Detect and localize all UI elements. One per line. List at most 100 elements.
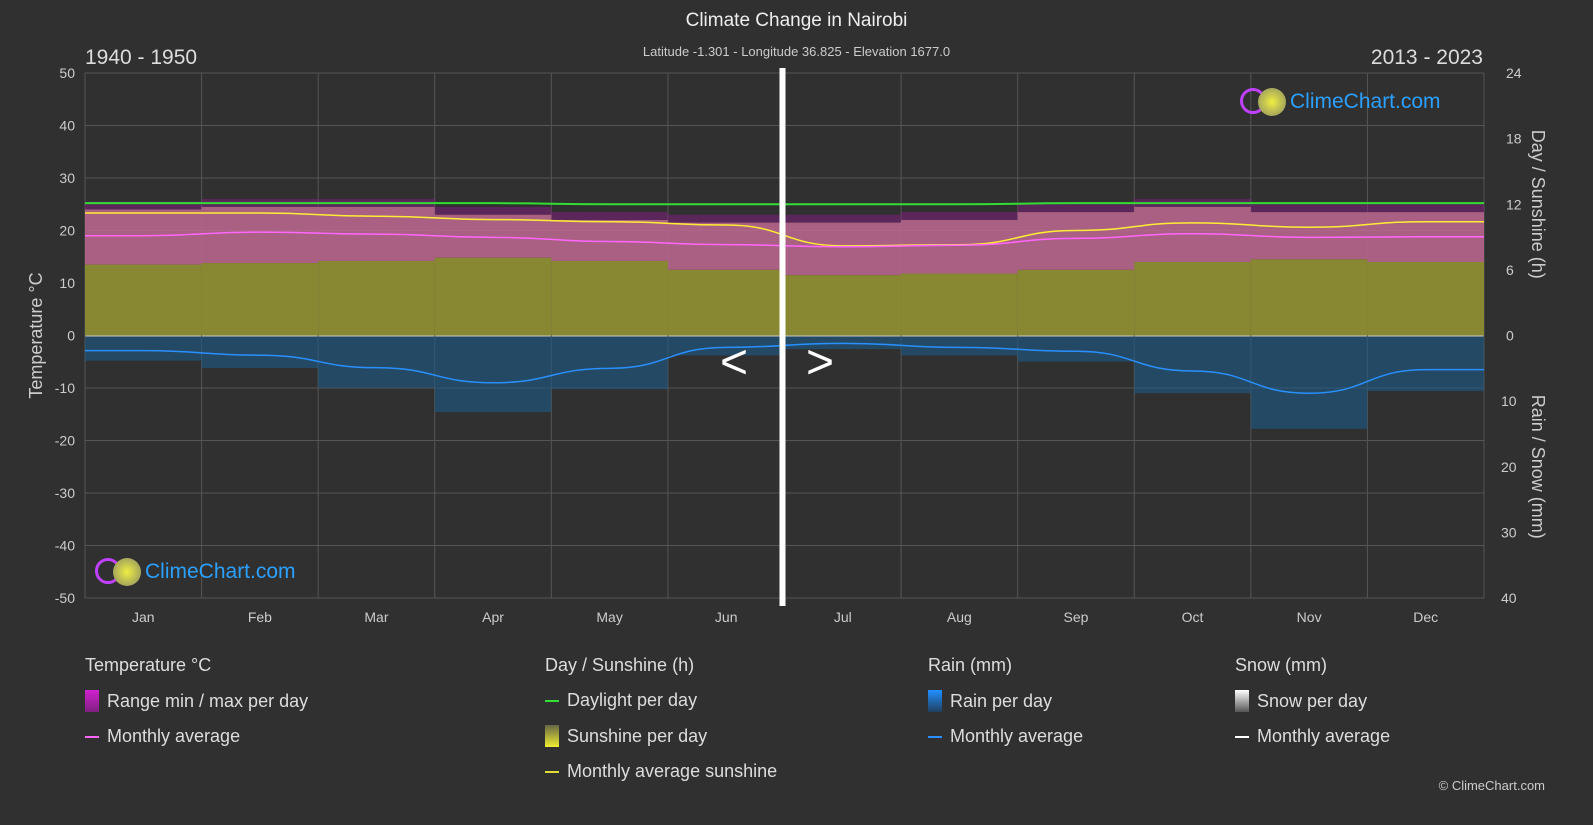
legend-temperature: Temperature °C Range min / max per day M… xyxy=(85,655,308,747)
temp-range-top-bar xyxy=(85,201,202,210)
temp-range-top-bar xyxy=(1017,204,1135,213)
sunshine-bar xyxy=(1367,262,1484,336)
sunshine-bar xyxy=(667,269,785,336)
rain-bar xyxy=(1134,336,1251,394)
sunshine-bar xyxy=(1017,269,1135,336)
legend-label: Daylight per day xyxy=(567,690,698,710)
y-tick-label: 0 xyxy=(67,328,75,344)
legend-item: Monthly average xyxy=(1235,726,1390,747)
y-tick-label: -10 xyxy=(55,380,75,396)
temp-range-bar xyxy=(1017,212,1135,270)
temp-range-top-bar xyxy=(784,214,902,223)
y-tick-label: 10 xyxy=(59,275,75,291)
x-tick-label: Jun xyxy=(715,609,738,625)
next-arrow[interactable]: > xyxy=(806,336,835,389)
sunshine-bar xyxy=(201,263,319,336)
legend-item: Monthly average xyxy=(85,726,308,747)
legend-label: Monthly average sunshine xyxy=(567,761,778,781)
temp-range-bar xyxy=(201,206,319,264)
legend-title: Rain (mm) xyxy=(928,655,1012,675)
logo-text: ClimeChart.com xyxy=(1290,90,1441,113)
legend-title: Temperature °C xyxy=(85,655,212,675)
legend-label: Monthly average xyxy=(1257,726,1391,746)
rain-avg-line xyxy=(85,342,1484,395)
y2-axis-label: Day / Sunshine (h) xyxy=(1528,130,1548,279)
line-swatch-icon xyxy=(545,699,559,702)
x-tick-label: Apr xyxy=(482,609,504,625)
x-tick-label: May xyxy=(596,609,622,625)
y-tick-label: -50 xyxy=(55,590,75,606)
legend-sun: Day / Sunshine (h) Daylight per day Suns… xyxy=(545,655,777,782)
y-axis-label: Temperature °C xyxy=(26,272,46,398)
temp-range-top-bar xyxy=(551,212,668,220)
climate-chart: 50 40 30 20 10 0 -10 -20 -30 -40 -50 24 18 12 6 0 10 20 30… xyxy=(26,65,1548,625)
rain-bar xyxy=(901,336,1018,356)
line-swatch-icon xyxy=(928,735,942,738)
temp-range-bar xyxy=(901,220,1018,274)
temp-range-top-bar xyxy=(901,212,1018,220)
legend-item: Monthly average sunshine xyxy=(545,761,777,782)
sunshine-bar xyxy=(434,257,552,336)
copyright: © ClimeChart.com xyxy=(1438,778,1545,793)
sunshine-bar xyxy=(318,260,435,336)
x-tick-label: Mar xyxy=(364,609,388,625)
sunshine-bar xyxy=(784,275,902,336)
rain-bar xyxy=(551,336,668,389)
x-tick-label: Sep xyxy=(1063,609,1088,625)
y-tick-label: 50 xyxy=(59,65,75,81)
sunshine-bar xyxy=(1134,262,1251,336)
sunshine-bar xyxy=(85,264,202,336)
temp-range-bar xyxy=(1250,212,1368,260)
temp-range-bar xyxy=(667,222,785,270)
line-swatch-icon xyxy=(1235,735,1249,738)
logo-bottom[interactable]: ClimeChart.com xyxy=(95,558,296,586)
legend-item: Rain per day xyxy=(928,690,1083,712)
x-tick-label: Dec xyxy=(1413,609,1438,625)
legend-rain: Rain (mm) Rain per day Monthly average xyxy=(928,655,1083,747)
y-tick-label: -40 xyxy=(55,538,75,554)
y-tick-label: 20 xyxy=(59,223,75,239)
y2-tick-label: 12 xyxy=(1506,196,1522,212)
y3-tick-label: 10 xyxy=(1501,393,1517,409)
temp-range-top-bar xyxy=(1250,204,1368,213)
prev-arrow[interactable]: < xyxy=(720,336,749,389)
y2-tick-label: 0 xyxy=(1506,328,1514,344)
rain-bar xyxy=(318,336,435,388)
x-tick-label: Oct xyxy=(1182,609,1204,625)
snow-swatch-icon xyxy=(1235,690,1249,712)
temp-range-bar xyxy=(85,209,202,265)
right-period: 2013 - 2023 xyxy=(1370,46,1483,69)
temp-range-top-bar xyxy=(667,214,785,223)
y3-tick-label: 40 xyxy=(1501,590,1517,606)
rain-bar xyxy=(434,336,552,413)
rain-bar xyxy=(667,336,785,356)
rain-bar xyxy=(1017,336,1135,362)
y-tick-label: -20 xyxy=(55,433,75,449)
legend-label: Range min / max per day xyxy=(107,690,309,711)
y-tick-label: 30 xyxy=(59,170,75,186)
y3-tick-label: 20 xyxy=(1501,459,1517,475)
legend-label: Monthly average xyxy=(107,726,241,746)
legend-title: Day / Sunshine (h) xyxy=(545,655,695,675)
sunshine-bar xyxy=(1250,259,1368,336)
rain-swatch-icon xyxy=(928,690,942,712)
x-tick-label: Jan xyxy=(132,609,155,625)
temp-avg-line xyxy=(85,231,1484,248)
rain-bar xyxy=(85,336,202,361)
logo-icon xyxy=(95,558,141,586)
logo-top[interactable]: ClimeChart.com xyxy=(1240,88,1441,116)
x-tick-label: Nov xyxy=(1297,609,1322,625)
line-swatch-icon xyxy=(545,770,559,773)
logo-icon xyxy=(1240,88,1286,116)
rain-bar xyxy=(1367,336,1484,392)
y3-tick-label: 30 xyxy=(1501,524,1517,540)
y2-tick-label: 18 xyxy=(1506,131,1522,147)
y2-tick-label: 24 xyxy=(1506,65,1522,81)
left-period: 1940 - 1950 xyxy=(85,46,198,69)
legend-title: Snow (mm) xyxy=(1235,655,1328,675)
sunshine-bar xyxy=(551,260,668,336)
legend-item: Monthly average xyxy=(928,726,1083,747)
x-tick-label: Aug xyxy=(947,609,972,625)
rain-bar xyxy=(1250,336,1368,429)
y-tick-label: -30 xyxy=(55,485,75,501)
